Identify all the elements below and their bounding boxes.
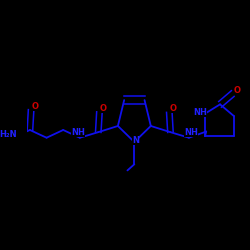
- Text: N: N: [132, 136, 139, 145]
- Text: NH: NH: [194, 108, 207, 116]
- Text: NH: NH: [184, 128, 198, 137]
- Text: O: O: [31, 102, 38, 111]
- Text: H₂N: H₂N: [0, 130, 16, 139]
- Text: O: O: [100, 104, 106, 113]
- Text: O: O: [170, 104, 177, 113]
- Text: O: O: [234, 86, 240, 95]
- Text: NH: NH: [71, 128, 85, 137]
